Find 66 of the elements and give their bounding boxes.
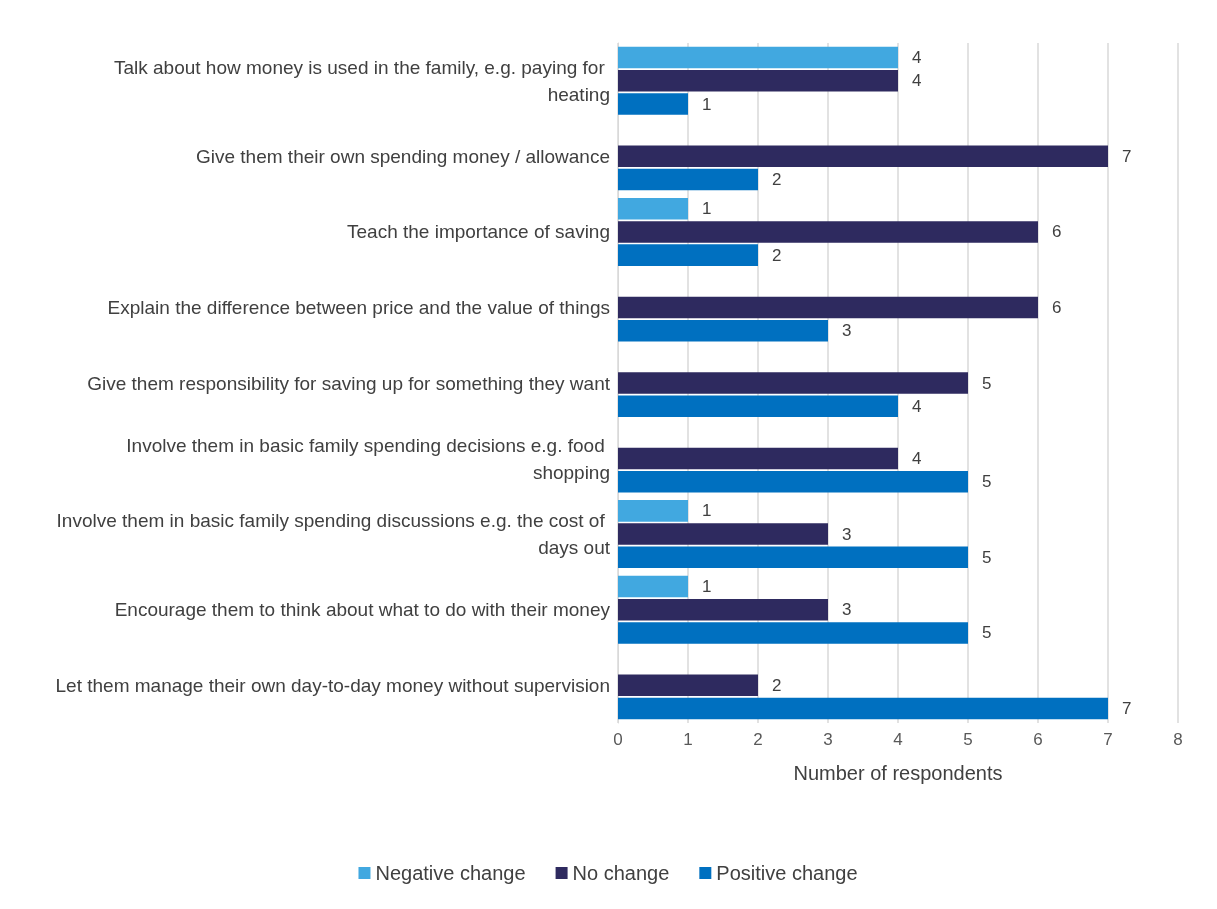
bar: [618, 395, 898, 417]
bar: [618, 46, 898, 69]
data-label: 6: [1052, 297, 1062, 317]
data-label: 1: [702, 199, 712, 219]
bar: [618, 93, 688, 115]
y-tick-label: Teach the importance of saving: [347, 221, 610, 243]
bar: [618, 500, 688, 522]
x-axis-title: Number of respondents: [793, 762, 1003, 784]
bar: [618, 598, 828, 621]
data-label: 1: [702, 94, 712, 114]
data-label: 2: [772, 170, 782, 190]
y-tick-label: Encourage them to think about what to do with their money: [114, 599, 611, 621]
y-tick-label: Give them responsibility for saving up for something they want: [87, 372, 611, 394]
y-tick-label: Involve them in basic family spending discussions e.g. the cost of days out: [56, 510, 611, 559]
legend-label: No change: [572, 862, 670, 884]
bar: [618, 674, 758, 696]
bar: [618, 244, 758, 266]
bar: [618, 697, 1108, 720]
x-tick-label: 5: [963, 730, 973, 749]
x-tick-label: 1: [683, 730, 693, 749]
data-label: 1: [702, 501, 712, 521]
x-tick-label: 6: [1033, 730, 1043, 749]
x-tick-label: 8: [1173, 730, 1183, 749]
data-label: 7: [1122, 146, 1132, 166]
bar: [618, 70, 898, 92]
bar: [618, 319, 828, 342]
legend-label: Positive change: [716, 862, 858, 884]
bar: [618, 197, 688, 220]
x-tick-label: 0: [613, 730, 623, 749]
y-tick-label: Let them manage their own day-to-day money without supervision: [55, 674, 610, 696]
bar: [618, 145, 1108, 168]
data-label: 3: [842, 524, 852, 544]
y-tick-label: Involve them in basic family spending decisions e.g. food shopping: [126, 434, 610, 483]
legend-label: Negative change: [375, 862, 526, 884]
data-label: 4: [912, 396, 922, 416]
x-tick-label: 7: [1103, 730, 1113, 749]
bar: [618, 546, 968, 569]
data-label: 3: [842, 321, 852, 341]
bar: [618, 471, 968, 493]
bar: [618, 523, 828, 545]
data-label: 3: [842, 600, 852, 620]
data-label: 7: [1122, 698, 1132, 718]
data-label: 4: [912, 71, 922, 91]
data-label: 2: [772, 675, 782, 695]
data-label: 6: [1052, 222, 1062, 242]
bar: [618, 372, 968, 394]
bar: [618, 296, 1038, 319]
data-label: 1: [702, 576, 712, 596]
x-tick-label: 2: [753, 730, 763, 749]
y-tick-label: Explain the difference between price and the value of things: [107, 296, 610, 318]
y-tick-label: Talk about how money is used in the family, e.g. paying for heating: [113, 56, 610, 105]
x-tick-label: 3: [823, 730, 833, 749]
y-tick-label: Give them their own spending money / allowance: [195, 145, 610, 167]
bar: [618, 447, 898, 470]
data-label: 2: [772, 245, 782, 265]
bar: [618, 168, 758, 191]
bar: [618, 622, 968, 644]
data-label: 5: [982, 373, 992, 393]
x-tick-label: 4: [893, 730, 903, 749]
bar: [618, 575, 688, 598]
data-label: 5: [982, 472, 992, 492]
bar: [618, 221, 1038, 243]
data-label: 4: [912, 48, 922, 68]
data-label: 5: [982, 547, 992, 567]
data-label: 5: [982, 623, 992, 643]
data-label: 4: [912, 449, 922, 469]
